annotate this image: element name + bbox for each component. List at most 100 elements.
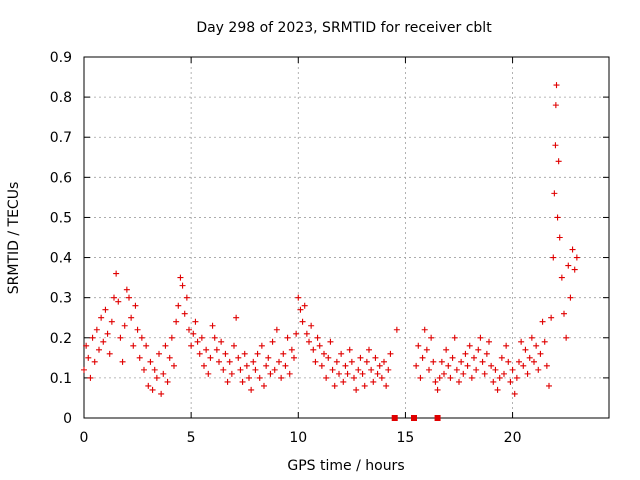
data-point bbox=[355, 366, 362, 373]
y-tick-label: 0.9 bbox=[50, 50, 72, 66]
data-point bbox=[141, 366, 147, 373]
data-point bbox=[106, 350, 113, 357]
data-point bbox=[248, 386, 255, 393]
gap-marker bbox=[434, 415, 441, 421]
data-point bbox=[471, 354, 477, 361]
data-point bbox=[505, 358, 512, 365]
data-point bbox=[93, 326, 100, 333]
data-point bbox=[297, 306, 304, 313]
y-tick-label: 0.5 bbox=[50, 210, 72, 226]
data-point bbox=[383, 382, 390, 389]
data-point bbox=[565, 262, 572, 269]
data-point bbox=[83, 342, 90, 349]
data-point bbox=[563, 334, 570, 341]
data-point bbox=[571, 266, 578, 273]
data-point bbox=[303, 330, 310, 337]
data-point bbox=[87, 374, 94, 381]
data-point bbox=[496, 374, 503, 381]
data-point bbox=[432, 378, 439, 385]
data-point bbox=[233, 314, 240, 321]
data-point bbox=[475, 346, 482, 353]
data-point bbox=[91, 358, 98, 365]
data-point bbox=[306, 338, 312, 345]
data-point bbox=[366, 346, 372, 353]
data-point bbox=[276, 358, 282, 365]
data-point bbox=[393, 326, 400, 333]
data-point bbox=[177, 274, 184, 281]
data-point bbox=[250, 358, 257, 365]
data-point bbox=[143, 342, 150, 349]
data-point bbox=[308, 322, 315, 329]
data-point bbox=[173, 318, 180, 325]
data-point bbox=[175, 302, 182, 309]
y-tick-label: 0 bbox=[63, 411, 72, 427]
data-point bbox=[102, 306, 109, 313]
data-point bbox=[558, 274, 565, 281]
data-point bbox=[186, 326, 192, 333]
data-point bbox=[348, 358, 355, 365]
data-point bbox=[449, 354, 456, 361]
data-point bbox=[528, 334, 535, 341]
data-point bbox=[363, 358, 370, 365]
data-point bbox=[179, 282, 186, 289]
data-point bbox=[117, 334, 124, 341]
data-point bbox=[423, 346, 430, 353]
data-point bbox=[553, 82, 560, 89]
data-point bbox=[104, 330, 111, 337]
data-point bbox=[160, 370, 167, 377]
data-point bbox=[198, 334, 205, 341]
data-point bbox=[246, 374, 252, 381]
data-point bbox=[387, 350, 394, 357]
data-point bbox=[503, 342, 510, 349]
axis-ticks: 0 0.1 0.2 0.3 0.4 0.5 0.6 0.7 0.8 0.9 0 5 10 15 20 bbox=[50, 50, 609, 446]
data-point bbox=[488, 362, 495, 369]
data-point bbox=[111, 294, 117, 301]
data-points bbox=[81, 82, 580, 397]
data-point bbox=[211, 334, 218, 341]
data-point bbox=[183, 294, 190, 301]
data-point bbox=[533, 342, 540, 349]
data-point bbox=[468, 374, 475, 381]
x-tick-label: 5 bbox=[187, 430, 196, 446]
data-point bbox=[462, 350, 469, 357]
data-point bbox=[370, 378, 377, 385]
data-point bbox=[541, 338, 548, 345]
data-point bbox=[329, 366, 336, 373]
data-point bbox=[419, 354, 426, 361]
data-point bbox=[239, 378, 246, 385]
data-point bbox=[269, 338, 276, 345]
data-point bbox=[188, 342, 195, 349]
data-point bbox=[331, 382, 338, 389]
gap-marker bbox=[391, 415, 398, 421]
data-point bbox=[569, 246, 576, 253]
data-point bbox=[128, 314, 135, 321]
x-tick-label: 20 bbox=[504, 430, 522, 446]
data-point bbox=[301, 302, 308, 309]
data-point bbox=[224, 378, 231, 385]
data-point bbox=[421, 326, 428, 333]
data-point bbox=[552, 142, 559, 149]
data-point bbox=[153, 374, 160, 381]
data-point bbox=[96, 346, 102, 353]
data-point bbox=[284, 334, 291, 341]
y-axis-label: SRMTID / TECUs bbox=[6, 182, 22, 295]
data-point bbox=[121, 322, 128, 329]
y-tick-label: 0.6 bbox=[50, 170, 72, 186]
data-point bbox=[145, 382, 152, 389]
data-point bbox=[218, 338, 225, 345]
data-point bbox=[243, 362, 250, 369]
data-point bbox=[453, 366, 460, 373]
data-point bbox=[323, 374, 330, 381]
data-point bbox=[492, 366, 499, 373]
data-point bbox=[554, 214, 561, 221]
data-point bbox=[417, 374, 424, 381]
data-point bbox=[278, 374, 285, 381]
data-point bbox=[258, 342, 265, 349]
data-point bbox=[473, 366, 480, 373]
data-point bbox=[458, 358, 465, 365]
x-tick-label: 15 bbox=[397, 430, 415, 446]
data-point bbox=[511, 390, 518, 397]
grid-lines bbox=[84, 57, 609, 418]
data-point bbox=[115, 298, 122, 305]
data-point bbox=[147, 358, 154, 365]
